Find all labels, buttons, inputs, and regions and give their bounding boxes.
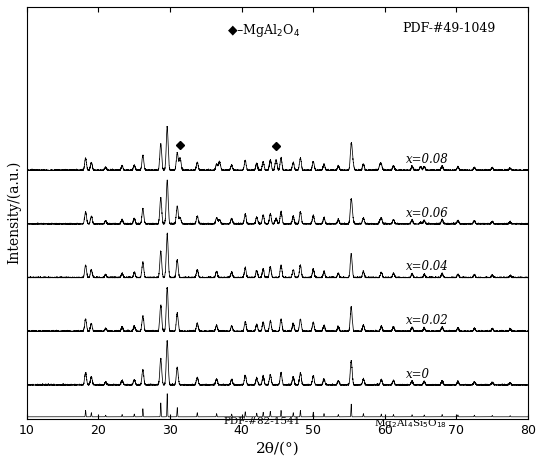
Text: PDF-#82-1541: PDF-#82-1541 [224, 418, 301, 426]
Text: x=0.02: x=0.02 [406, 314, 449, 327]
Text: x=0.08: x=0.08 [406, 153, 449, 166]
Text: x=0.04: x=0.04 [406, 261, 449, 274]
Y-axis label: Intensity/(a.u.): Intensity/(a.u.) [7, 161, 21, 264]
Text: ◆–MgAl$_2$O$_4$: ◆–MgAl$_2$O$_4$ [228, 22, 300, 39]
Text: x=0: x=0 [406, 368, 431, 381]
X-axis label: 2θ/(°): 2θ/(°) [256, 442, 299, 456]
Text: Mg$_2$Al$_4$Si$_5$O$_{18}$: Mg$_2$Al$_4$Si$_5$O$_{18}$ [374, 418, 447, 431]
Text: x=0.06: x=0.06 [406, 207, 449, 220]
Text: PDF-#49-1049: PDF-#49-1049 [403, 22, 496, 35]
